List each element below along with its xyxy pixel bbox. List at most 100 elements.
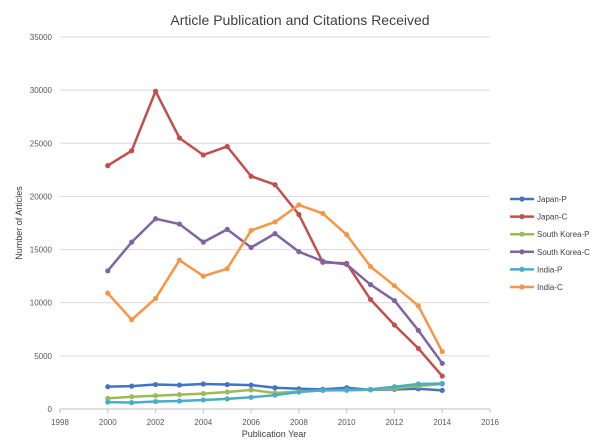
legend-item-india-p: India-P xyxy=(510,265,562,274)
data-point-india-c xyxy=(296,202,302,208)
data-point-india-c xyxy=(129,317,135,323)
y-axis-ticks: 0 5000 10000 15000 20000 25000 30000 35000 xyxy=(30,33,53,414)
data-point-india-c xyxy=(152,295,159,302)
legend-swatch-marker xyxy=(519,214,525,220)
data-point-india-p xyxy=(129,400,135,406)
data-point-japan-p xyxy=(105,384,111,390)
data-point-japan-p xyxy=(152,381,159,388)
y-tick-label: 35000 xyxy=(30,33,53,42)
series-india-c xyxy=(105,202,445,355)
legend-swatch-marker xyxy=(519,231,525,237)
data-point-japan-c xyxy=(367,296,374,303)
data-point-japan-p xyxy=(272,385,278,391)
data-point-japan-c xyxy=(152,88,159,94)
data-point-japan-c xyxy=(224,143,230,150)
data-point-south-korea-c xyxy=(320,258,326,264)
x-tick-label: 2010 xyxy=(338,418,356,427)
data-point-india-p xyxy=(415,381,421,387)
x-tick-label: 2000 xyxy=(99,418,117,427)
legend-label: Japan-P xyxy=(537,195,567,204)
legend-swatch-marker xyxy=(519,196,525,202)
legend-item-india-c: India-C xyxy=(510,283,563,292)
data-point-south-korea-c xyxy=(272,231,278,237)
data-point-india-p xyxy=(152,398,159,405)
data-point-south-korea-p xyxy=(152,393,159,399)
data-point-japan-c xyxy=(105,163,111,169)
y-axis-label: Number of Articles xyxy=(14,186,24,260)
data-point-india-c xyxy=(272,219,278,225)
y-tick-label: 0 xyxy=(48,405,53,414)
legend-label: South Korea-P xyxy=(537,230,589,239)
data-point-south-korea-c xyxy=(367,282,374,288)
data-point-japan-p xyxy=(200,381,206,387)
x-axis-label: Publication Year xyxy=(242,429,307,439)
legend: Japan-P Japan-C South Korea-P South Korea-C… xyxy=(510,195,590,292)
legend-swatch-marker xyxy=(519,266,525,272)
data-point-india-c xyxy=(320,210,326,217)
data-point-india-c xyxy=(367,263,374,270)
x-tick-label: 1998 xyxy=(51,418,69,427)
data-point-japan-c xyxy=(415,345,421,352)
data-point-india-p xyxy=(248,394,254,400)
data-point-south-korea-p xyxy=(176,392,183,398)
series-line-india-c xyxy=(106,203,444,353)
data-point-india-c xyxy=(439,349,445,355)
data-point-india-c xyxy=(391,283,398,289)
data-point-india-p xyxy=(200,397,206,403)
data-point-india-p xyxy=(391,384,398,390)
data-point-india-c xyxy=(224,266,230,272)
data-point-india-p xyxy=(344,387,350,393)
data-point-south-korea-p xyxy=(105,395,111,401)
data-point-japan-c xyxy=(439,373,445,379)
series-line-south-korea-c xyxy=(106,217,444,365)
data-point-india-c xyxy=(415,303,421,309)
data-point-india-p xyxy=(296,389,302,395)
data-point-india-c xyxy=(176,257,183,263)
x-tick-label: 2004 xyxy=(194,418,212,427)
x-tick-label: 2008 xyxy=(290,418,308,427)
grid xyxy=(60,36,490,357)
data-point-japan-c xyxy=(129,148,135,154)
legend-label: Japan-C xyxy=(537,213,567,222)
x-tick-label: 2002 xyxy=(147,418,165,427)
x-tick-label: 2006 xyxy=(242,418,260,427)
data-point-japan-p xyxy=(248,382,254,388)
series-india-p xyxy=(105,380,445,406)
legend-swatch-marker xyxy=(519,284,525,290)
data-point-south-korea-c xyxy=(248,244,254,251)
series-south-korea-c xyxy=(105,216,445,366)
data-point-south-korea-c xyxy=(296,249,302,255)
x-axis-ticks: 1998 2000 2002 2004 2006 2008 2010 2012 2014 2016 xyxy=(51,409,499,427)
data-point-india-p xyxy=(272,392,278,398)
data-point-japan-c xyxy=(200,152,206,158)
x-tick-label: 2016 xyxy=(481,418,499,427)
data-point-south-korea-c xyxy=(200,239,206,245)
data-point-india-p xyxy=(367,386,374,392)
y-tick-label: 25000 xyxy=(30,139,53,148)
legend-item-south-korea-p: South Korea-P xyxy=(510,230,589,239)
legend-label: India-C xyxy=(537,283,563,292)
data-point-south-korea-c xyxy=(415,327,421,333)
data-point-south-korea-c xyxy=(105,268,111,274)
data-point-india-c xyxy=(200,273,206,279)
y-tick-label: 5000 xyxy=(34,352,52,361)
data-point-japan-c xyxy=(391,322,398,328)
data-point-japan-p xyxy=(176,382,183,388)
data-point-south-korea-c xyxy=(152,216,159,222)
data-point-india-c xyxy=(105,290,111,296)
data-point-india-c xyxy=(344,232,350,238)
data-point-india-p xyxy=(224,396,230,402)
y-tick-label: 15000 xyxy=(30,246,53,255)
data-point-india-p xyxy=(105,399,111,405)
series-group xyxy=(105,88,445,406)
x-tick-label: 2012 xyxy=(386,418,404,427)
data-point-south-korea-c xyxy=(439,360,445,366)
data-point-south-korea-c xyxy=(129,239,135,245)
data-point-south-korea-c xyxy=(224,226,230,232)
x-tick-label: 2014 xyxy=(433,418,451,427)
y-tick-label: 10000 xyxy=(30,299,53,308)
legend-item-japan-p: Japan-P xyxy=(510,195,567,204)
data-point-india-p xyxy=(176,398,183,404)
data-point-south-korea-c xyxy=(176,221,183,227)
